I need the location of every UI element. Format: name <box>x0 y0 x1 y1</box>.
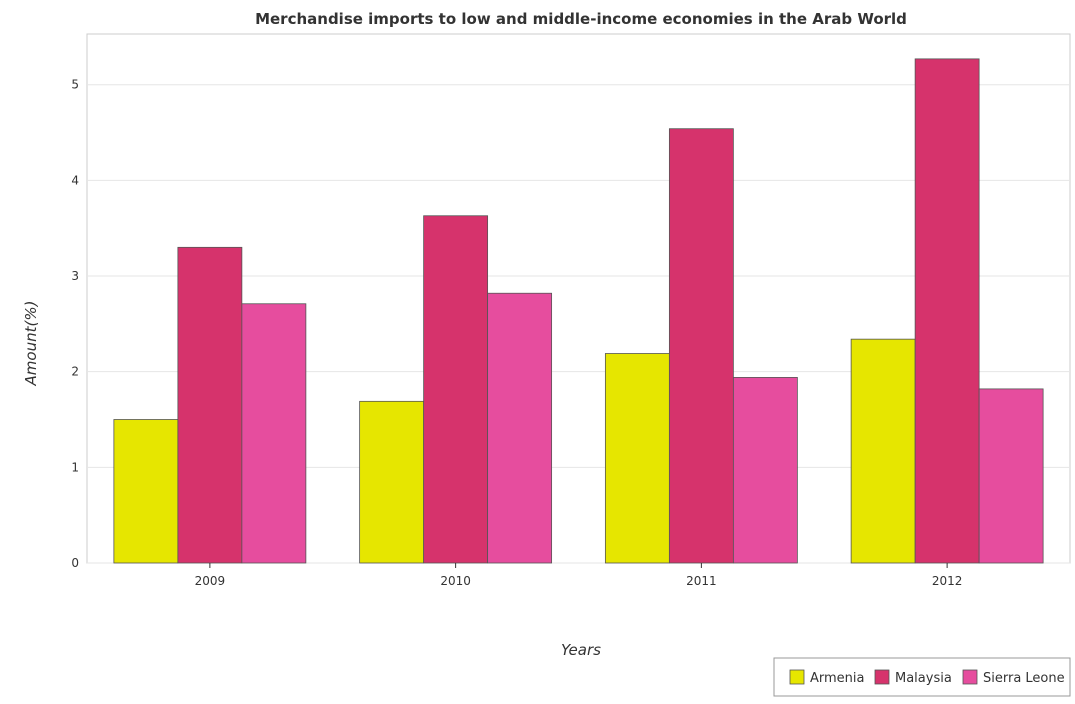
chart-title: Merchandise imports to low and middle-in… <box>255 10 907 28</box>
bar <box>487 292 553 564</box>
bars <box>113 58 1044 564</box>
legend-swatch <box>789 669 805 685</box>
legend: Armenia Malaysia Sierra Leone <box>773 657 1071 697</box>
y-tick-label: 0 <box>71 556 79 570</box>
bar <box>850 338 916 564</box>
y-axis-label: Amount(%) <box>22 301 40 387</box>
legend-label: Sierra Leone <box>983 671 1065 686</box>
y-tick-label: 5 <box>71 78 79 92</box>
bar <box>241 303 307 564</box>
axes: 0 1 2 3 4 5 2009 2010 2011 2012 <box>71 78 962 588</box>
x-tick-label: 2012 <box>932 574 963 588</box>
x-tick-label: 2011 <box>686 574 717 588</box>
bar <box>732 377 798 564</box>
bar <box>604 353 670 564</box>
legend-box <box>773 657 1071 697</box>
y-tick-label: 1 <box>71 460 79 474</box>
bar <box>668 128 734 564</box>
y-tick-label: 4 <box>71 173 79 187</box>
x-axis-label: Years <box>561 641 601 659</box>
bar <box>423 215 489 564</box>
legend-swatch <box>874 669 890 685</box>
bar <box>914 58 980 564</box>
y-tick-label: 3 <box>71 269 79 283</box>
legend-swatch <box>962 669 978 685</box>
bar <box>978 388 1044 564</box>
legend-label: Malaysia <box>895 671 952 686</box>
y-tick-label: 2 <box>71 365 79 379</box>
bar <box>359 400 425 564</box>
bar <box>113 419 179 564</box>
x-tick-label: 2010 <box>440 574 471 588</box>
x-tick-label: 2009 <box>195 574 226 588</box>
legend-label: Armenia <box>810 671 865 686</box>
bar <box>177 246 243 564</box>
